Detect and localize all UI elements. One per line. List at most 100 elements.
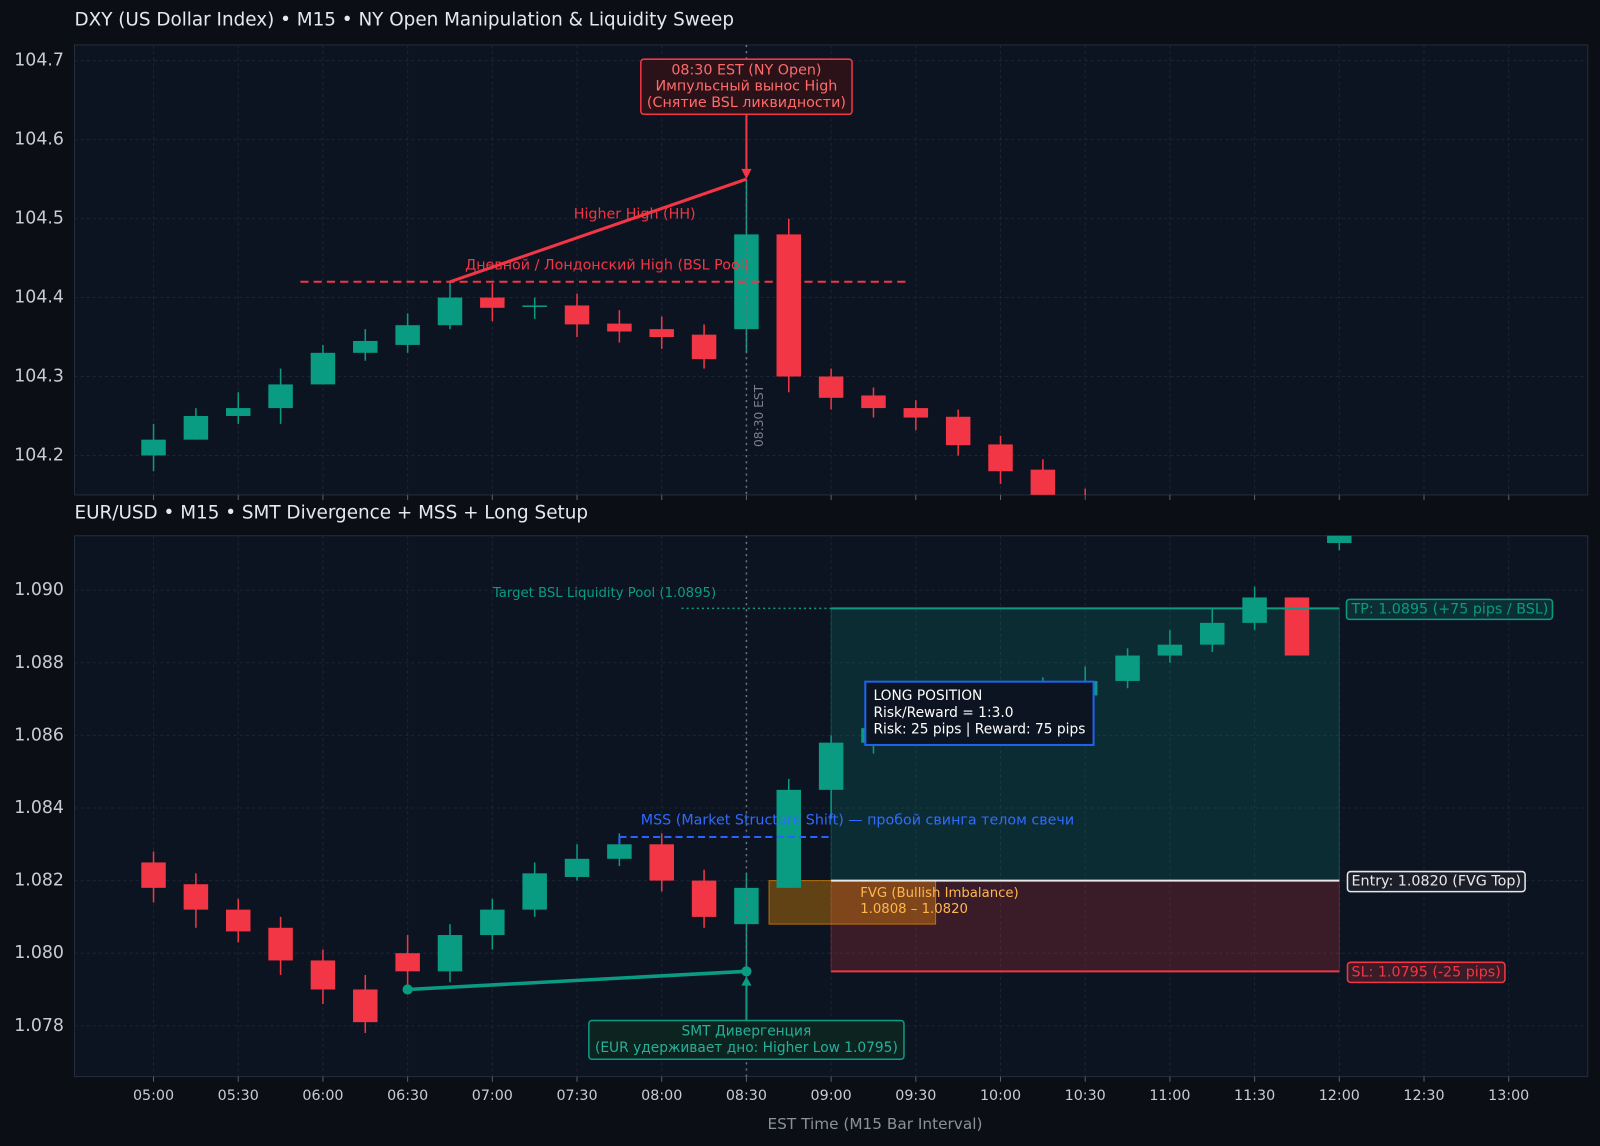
sl-label: SL: 1.0795 (-25 pips) — [1352, 964, 1501, 980]
callout-text: Импульсный вынос High — [655, 79, 837, 95]
candle-body — [437, 935, 463, 972]
candle-body — [776, 234, 802, 377]
x-tick-label: 06:30 — [387, 1088, 428, 1104]
x-tick-label: 07:00 — [472, 1088, 513, 1104]
candle-body — [480, 909, 505, 936]
y-tick-label: 1.084 — [14, 798, 64, 818]
candle-body — [776, 789, 802, 888]
candle-body — [564, 305, 590, 325]
x-tick-label: 10:00 — [980, 1088, 1021, 1104]
candle-body — [225, 408, 251, 416]
position-info-box — [864, 680, 1095, 746]
y-tick-label: 104.2 — [14, 445, 64, 465]
level-label: Дневной / Лондонский High (BSL Pool) — [465, 257, 749, 273]
sl-label-group: SL: 1.0795 (-25 pips) — [1346, 961, 1506, 984]
smt-callout: SMT Дивергенция(EUR удерживает дно: High… — [588, 1019, 905, 1061]
candle-body — [649, 329, 674, 338]
candle-body — [141, 439, 166, 456]
x-tick-label: 12:00 — [1319, 1088, 1360, 1104]
candle-body — [903, 408, 929, 418]
candle-body — [818, 376, 844, 398]
target-label: Target BSL Liquidity Pool (1.0895) — [492, 586, 716, 601]
position-info-text: LONG POSITION — [873, 688, 982, 704]
y-tick-label: 104.5 — [14, 209, 64, 229]
chart-title: DXY (US Dollar Index) • M15 • NY Open Ma… — [74, 9, 734, 30]
y-tick-label: 1.080 — [14, 943, 64, 963]
callout-text: (Снятие BSL ликвидности) — [647, 95, 846, 111]
candle-body — [945, 416, 971, 446]
y-tick-label: 104.6 — [14, 130, 64, 150]
smt-line — [407, 969, 747, 992]
candle-body — [607, 323, 632, 332]
candle-body — [141, 862, 166, 888]
candle-body — [225, 909, 251, 932]
smt-point — [741, 966, 752, 977]
candle-body — [1242, 597, 1267, 623]
y-tick-label: 104.3 — [14, 367, 64, 387]
candle-body — [564, 858, 590, 877]
candle-body — [1115, 655, 1140, 681]
candle-body — [607, 844, 632, 859]
candle-body — [988, 444, 1013, 472]
x-tick-label: 12:30 — [1403, 1088, 1444, 1104]
x-tick-label: 05:00 — [133, 1088, 174, 1104]
candle-body — [1284, 597, 1310, 656]
candle-body — [1200, 622, 1225, 645]
candle-body — [310, 352, 336, 385]
smt-text: (EUR удерживает дно: Higher Low 1.0795) — [595, 1040, 898, 1056]
y-tick-label: 1.088 — [14, 653, 64, 673]
tp-label: TP: 1.0895 (+75 pips / BSL) — [1351, 601, 1549, 617]
candle-body — [268, 384, 293, 409]
label-box — [1345, 598, 1554, 621]
y-tick-label: 1.086 — [14, 725, 64, 745]
y-tick-label: 104.7 — [14, 51, 64, 71]
candle-body — [691, 334, 717, 360]
candle-body — [691, 880, 717, 917]
higher-high-label: Higher High (HH) — [574, 206, 696, 222]
fvg-label: FVG (Bullish Imbalance) — [860, 886, 1019, 901]
candle-body — [353, 340, 378, 353]
candle-body — [861, 395, 886, 409]
x-tick-label: 11:30 — [1234, 1088, 1275, 1104]
smt-box — [588, 1019, 905, 1061]
position-info-text: Risk/Reward = 1:3.0 — [873, 705, 1013, 721]
y-tick-label: 1.082 — [14, 871, 64, 891]
candle-body — [734, 887, 759, 925]
candle-body — [395, 953, 420, 972]
x-tick-label: 11:00 — [1149, 1088, 1190, 1104]
y-tick-label: 1.078 — [14, 1016, 64, 1036]
candle-body — [183, 415, 209, 440]
x-tick-label: 10:30 — [1065, 1088, 1106, 1104]
chart-title: EUR/USD • M15 • SMT Divergence + MSS + L… — [74, 502, 588, 523]
y-tick-label: 104.4 — [14, 288, 64, 308]
x-tick-label: 09:30 — [895, 1088, 936, 1104]
x-tick-label: 08:30 — [726, 1088, 767, 1104]
higher-high-line — [449, 177, 747, 284]
x-tick-label: 07:30 — [556, 1088, 597, 1104]
candle-body — [649, 844, 674, 881]
candle-body — [1157, 644, 1183, 656]
fvg-range-label: 1.0808 – 1.0820 — [860, 902, 968, 917]
candle-body — [1030, 469, 1056, 495]
candle-body — [353, 989, 378, 1023]
mss-label: MSS (Market Structure Shift) — пробой св… — [641, 812, 1074, 828]
y-tick-label: 1.090 — [14, 580, 64, 600]
callout: 08:30 EST (NY Open)Импульсный вынос High… — [640, 58, 853, 116]
session-label: 08:30 EST — [752, 384, 766, 447]
candle-body — [522, 305, 547, 307]
smt-text: SMT Дивергенция — [682, 1024, 812, 1040]
x-tick-label: 09:00 — [811, 1088, 852, 1104]
candle-body — [268, 927, 293, 961]
smt-arrowhead — [741, 976, 752, 986]
candle-body — [480, 297, 505, 308]
x-tick-label: 05:30 — [218, 1088, 259, 1104]
entry-label-group: Entry: 1.0820 (FVG Top) — [1346, 870, 1526, 893]
callout-arrowhead — [741, 168, 752, 180]
x-tick-label: 13:00 — [1488, 1088, 1529, 1104]
candle-body — [395, 325, 420, 345]
candle-body — [1327, 535, 1352, 544]
candle-body — [437, 297, 463, 326]
